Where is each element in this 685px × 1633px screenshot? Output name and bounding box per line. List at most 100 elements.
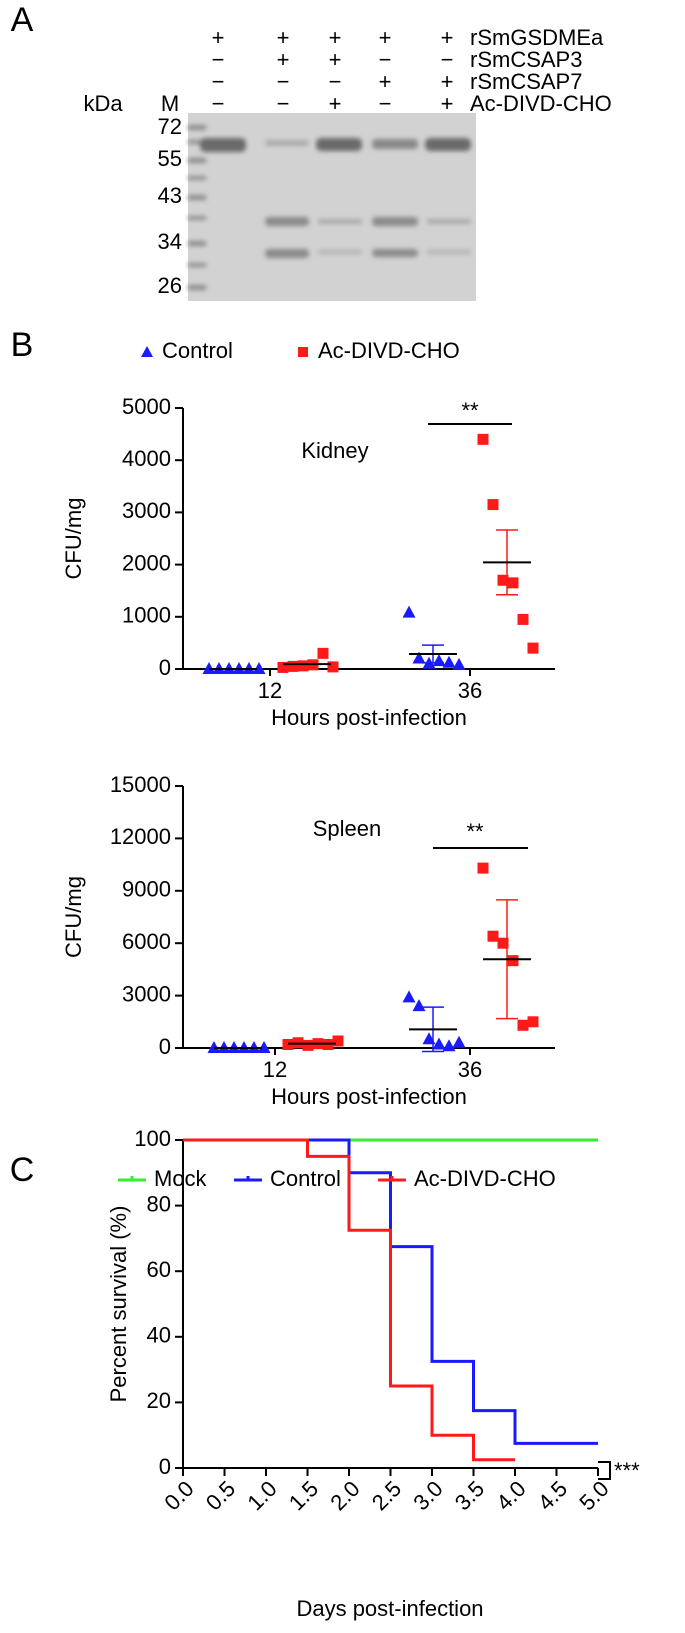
- sign: −: [379, 47, 392, 72]
- sign: +: [441, 91, 454, 116]
- marker-label: M: [161, 91, 179, 116]
- data-point: [452, 1035, 466, 1048]
- row-label: Ac-DIVD-CHO: [470, 91, 612, 116]
- sign: +: [379, 69, 392, 94]
- sign: −: [329, 69, 342, 94]
- data-point: [287, 660, 299, 672]
- sign: +: [329, 47, 342, 72]
- data-point: [477, 433, 489, 445]
- data-point: [487, 930, 499, 942]
- y-tick-label: 3000: [122, 981, 171, 1006]
- x-tick-label: 4.0: [491, 1476, 530, 1515]
- data-point: [517, 1019, 529, 1031]
- y-tick-label: 12000: [110, 824, 171, 849]
- sign: −: [277, 69, 290, 94]
- y-tick-label: 2000: [122, 550, 171, 575]
- marker-size: 55: [158, 146, 182, 171]
- y-tick-label: 9000: [122, 877, 171, 902]
- sign: −: [277, 91, 290, 116]
- significance-bracket: [598, 1461, 611, 1480]
- data-point: [327, 661, 339, 673]
- y-tick-label: 6000: [122, 929, 171, 954]
- data-point: [452, 657, 466, 670]
- data-point: [497, 574, 509, 586]
- x-axis-label: Hours post-infection: [271, 705, 467, 730]
- x-tick-label: 36: [458, 1057, 482, 1082]
- x-axis-label: Hours post-infection: [271, 1084, 467, 1109]
- legend-line: [118, 1176, 146, 1182]
- data-point: [402, 990, 416, 1003]
- annotation: **: [461, 398, 479, 423]
- x-tick-label: 12: [258, 678, 282, 703]
- x-tick-label: 36: [458, 678, 482, 703]
- y-tick-label: 40: [147, 1323, 171, 1348]
- y-tick-label: 0: [159, 655, 171, 680]
- sign: +: [379, 25, 392, 50]
- y-tick-label: 60: [147, 1257, 171, 1282]
- legend-marker: [298, 347, 308, 357]
- x-tick-label: 3.5: [450, 1476, 489, 1515]
- x-tick-label: 0.5: [201, 1476, 240, 1515]
- legend-label: Ac-DIVD-CHO: [414, 1166, 556, 1191]
- y-tick-label: 3000: [122, 498, 171, 523]
- data-point: [527, 642, 539, 654]
- data-point: [527, 1016, 539, 1028]
- sign: −: [212, 47, 225, 72]
- data-point: [252, 662, 266, 674]
- y-tick-label: 0: [159, 1454, 171, 1479]
- y-tick-label: 1000: [122, 603, 171, 628]
- y-tick-label: 80: [147, 1191, 171, 1216]
- y-tick-label: 15000: [110, 772, 171, 797]
- y-tick-label: 5000: [122, 394, 171, 419]
- legend-label: Control: [162, 338, 233, 363]
- legend-marker: [141, 346, 153, 357]
- data-point: [477, 862, 489, 874]
- y-axis-label: Percent survival (%): [106, 1206, 131, 1403]
- y-tick-label: 100: [134, 1126, 171, 1151]
- x-tick-label: 5.0: [574, 1476, 613, 1515]
- sign: −: [379, 91, 392, 116]
- data-point: [402, 605, 416, 618]
- legend-line: [234, 1176, 262, 1182]
- data-point: [332, 1035, 344, 1047]
- sign: +: [212, 25, 225, 50]
- sign: +: [329, 25, 342, 50]
- data-point: [412, 651, 426, 664]
- annotation: ***: [614, 1458, 640, 1483]
- x-tick-label: 3.0: [408, 1476, 447, 1515]
- data-point: [432, 654, 446, 667]
- sign: +: [441, 25, 454, 50]
- data-point: [412, 999, 426, 1012]
- x-tick-label: 2.5: [367, 1476, 406, 1515]
- gel-image: [188, 113, 476, 301]
- data-point: [487, 499, 499, 511]
- panel-label: B: [11, 326, 34, 364]
- marker-size: 72: [158, 114, 182, 139]
- legend-line: [378, 1176, 406, 1182]
- legend-label: Mock: [154, 1166, 208, 1191]
- data-point: [497, 937, 509, 949]
- x-axis-label: Days post-infection: [296, 1596, 483, 1621]
- data-point: [257, 1041, 271, 1053]
- sign: +: [277, 25, 290, 50]
- y-axis-label: CFU/mg: [61, 498, 86, 580]
- y-tick-label: 4000: [122, 446, 171, 471]
- sign: −: [441, 47, 454, 72]
- survival-curve: [183, 1138, 515, 1462]
- sign: +: [277, 47, 290, 72]
- data-point: [317, 647, 329, 659]
- data-point: [507, 955, 519, 967]
- x-tick-label: 12: [263, 1057, 287, 1082]
- x-tick-label: 4.5: [533, 1476, 572, 1515]
- x-tick-label: 2.0: [325, 1476, 364, 1515]
- y-axis-label: CFU/mg: [61, 876, 86, 958]
- legend-label: Ac-DIVD-CHO: [318, 338, 460, 363]
- chart-title: Spleen: [313, 816, 382, 841]
- sign: +: [329, 91, 342, 116]
- panel-label: C: [10, 1151, 35, 1189]
- data-point: [432, 1037, 446, 1050]
- data-point: [277, 661, 289, 673]
- kda-label: kDa: [83, 91, 123, 116]
